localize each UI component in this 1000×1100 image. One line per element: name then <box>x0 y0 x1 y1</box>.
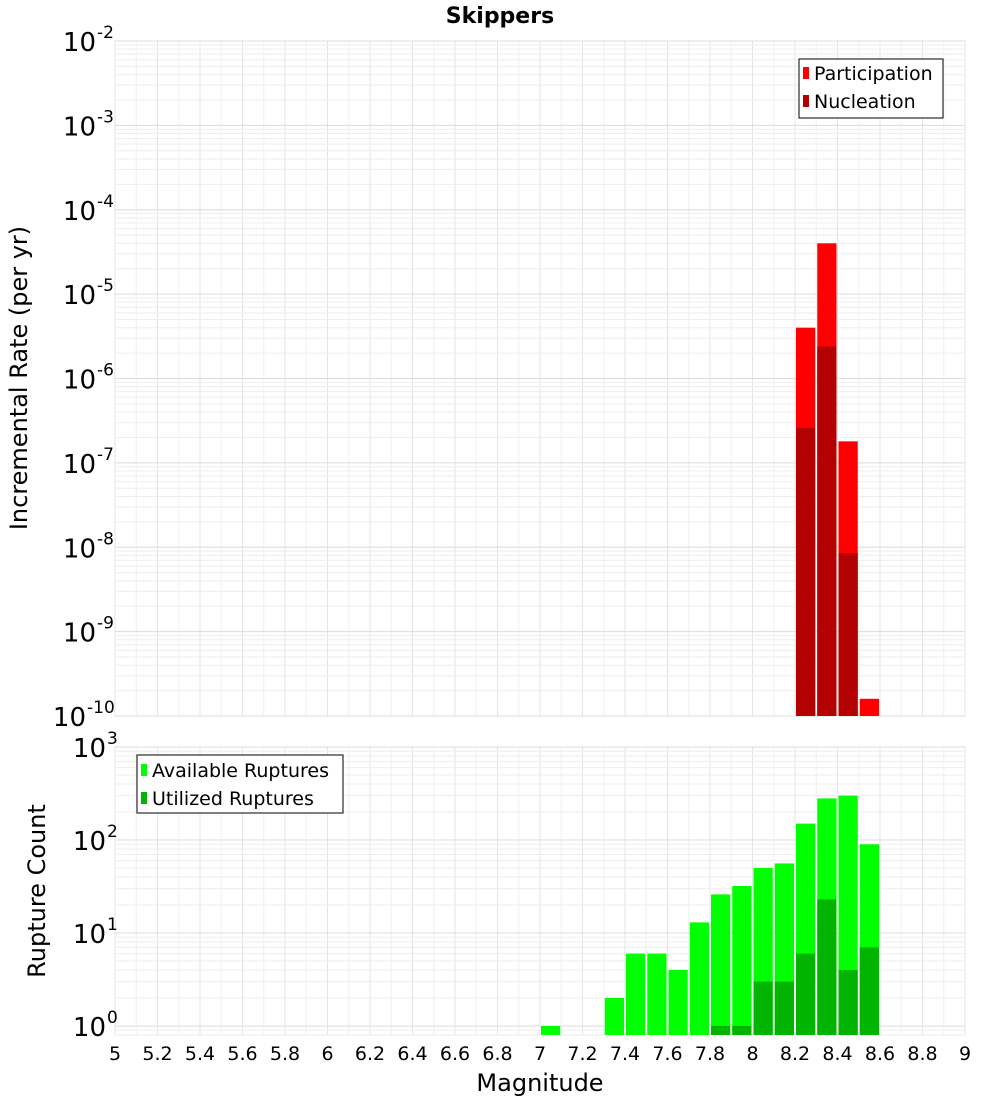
x-axis-label: Magnitude <box>476 1069 603 1097</box>
count-ytick-base: 10 <box>73 920 106 950</box>
rate-legend-label: Nucleation <box>814 91 916 113</box>
count-legend-label: Utilized Ruptures <box>152 788 314 810</box>
count-legend: Available Ruptures Utilized Ruptures <box>136 754 344 814</box>
count-bar-available-ruptures <box>711 894 731 1035</box>
count-ytick-base: 10 <box>73 1013 106 1043</box>
rate-ytick-base: 10 <box>63 366 96 396</box>
rate-ytick-base: 10 <box>63 450 96 480</box>
x-tick-label: 5.4 <box>185 1043 215 1065</box>
rate-ytick-exponent: -10 <box>87 698 115 718</box>
count-bar-available-ruptures <box>732 886 752 1035</box>
rate-ytick-label: 10 -8 <box>63 529 114 564</box>
rate-panel: 10-210-310-410-510-610-710-810-910-10 In… <box>5 23 966 733</box>
x-tick-label: 6 <box>321 1043 333 1065</box>
rate-ytick-label: 10 -9 <box>63 614 114 649</box>
rate-ytick-exponent: -5 <box>97 276 114 296</box>
rate-ytick-label: 10 -10 <box>53 698 115 733</box>
chart-title: Skippers <box>446 4 554 29</box>
rate-ytick-label: 10 -5 <box>63 276 114 311</box>
count-legend-label: Available Ruptures <box>152 760 329 782</box>
x-tick-label: 5.2 <box>142 1043 172 1065</box>
count-ytick-exponent: 0 <box>107 1008 118 1028</box>
count-ytick-exponent: 3 <box>107 729 118 749</box>
x-tick-label: 6.6 <box>440 1043 470 1065</box>
count-bar-utilized-ruptures <box>817 899 837 1035</box>
rate-ytick-exponent: -2 <box>97 23 114 43</box>
count-ytick-exponent: 2 <box>107 822 118 842</box>
rate-ytick-base: 10 <box>63 112 96 142</box>
rate-ytick-label: 10 -2 <box>63 23 114 58</box>
x-tick-label: 7.4 <box>610 1043 640 1065</box>
count-ytick-label: 10 2 <box>73 822 118 857</box>
rate-ytick-label: 10 -6 <box>63 361 114 396</box>
count-ytick-base: 10 <box>73 734 106 764</box>
x-tick-label: 6.2 <box>355 1043 385 1065</box>
count-y-axis-label: Rupture Count <box>23 804 51 978</box>
x-tick-label: 7.8 <box>695 1043 725 1065</box>
count-bar-available-ruptures <box>668 969 688 1035</box>
rate-y-axis-label: Incremental Rate (per yr) <box>5 226 33 530</box>
rate-bar-nucleation <box>838 553 858 716</box>
count-ytick-exponent: 1 <box>107 915 118 935</box>
rate-ytick-exponent: -4 <box>97 192 114 212</box>
count-bar-utilized-ruptures <box>753 981 773 1035</box>
rate-ytick-base: 10 <box>63 619 96 649</box>
rate-ytick-exponent: -3 <box>97 107 114 127</box>
rate-legend-label: Participation <box>814 63 933 85</box>
rate-legend-swatch <box>803 67 809 79</box>
x-tick-label: 8.6 <box>865 1043 895 1065</box>
count-legend-swatch <box>141 792 147 804</box>
count-legend-swatch <box>141 764 147 776</box>
x-tick-label: 8.8 <box>907 1043 937 1065</box>
count-bar-utilized-ruptures <box>732 1025 752 1035</box>
rate-bar-nucleation <box>796 427 816 716</box>
count-bar-utilized-ruptures <box>796 953 816 1035</box>
rate-ytick-exponent: -7 <box>97 445 114 465</box>
rate-ytick-base: 10 <box>63 197 96 227</box>
count-bar-utilized-ruptures <box>774 981 794 1035</box>
rate-ytick-exponent: -6 <box>97 361 114 381</box>
count-ytick-label: 10 0 <box>73 1008 118 1043</box>
count-bar-utilized-ruptures <box>838 969 858 1035</box>
count-ytick-label: 10 3 <box>73 729 118 764</box>
x-tick-label: 7.6 <box>652 1043 682 1065</box>
x-tick-label: 8.2 <box>780 1043 810 1065</box>
count-ytick-label: 10 1 <box>73 915 118 950</box>
count-bar-utilized-ruptures <box>711 1025 731 1035</box>
rate-legend-swatch <box>803 95 809 107</box>
rate-ytick-label: 10 -3 <box>63 107 114 142</box>
rate-ytick-base: 10 <box>63 534 96 564</box>
rate-ytick-base: 10 <box>63 281 96 311</box>
count-bar-available-ruptures <box>689 922 709 1035</box>
rate-ytick-exponent: -9 <box>97 614 114 634</box>
x-tick-label: 9 <box>959 1043 971 1065</box>
rate-ytick-label: 10 -7 <box>63 445 114 480</box>
rate-bar-participation <box>859 698 879 716</box>
rate-ytick-label: 10 -4 <box>63 192 114 227</box>
count-bar-available-ruptures <box>604 997 624 1035</box>
x-tick-label: 5.8 <box>270 1043 300 1065</box>
rate-legend: Participation Nucleation <box>798 58 944 119</box>
count-bar-utilized-ruptures <box>859 947 879 1035</box>
count-bar-available-ruptures <box>541 1025 561 1035</box>
x-tick-label: 8.4 <box>822 1043 852 1065</box>
x-tick-label: 5 <box>109 1043 121 1065</box>
x-tick-label: 7.2 <box>567 1043 597 1065</box>
x-tick-label: 6.8 <box>482 1043 512 1065</box>
x-tick-label: 7 <box>534 1043 546 1065</box>
rate-ytick-exponent: -8 <box>97 529 114 549</box>
count-bar-available-ruptures <box>647 953 667 1035</box>
count-ytick-base: 10 <box>73 827 106 857</box>
rate-ytick-base: 10 <box>63 28 96 58</box>
count-bar-available-ruptures <box>626 953 646 1035</box>
x-tick-label: 8 <box>746 1043 758 1065</box>
rate-ytick-base: 10 <box>53 703 86 733</box>
x-tick-label: 5.6 <box>227 1043 257 1065</box>
x-tick-label: 6.4 <box>397 1043 427 1065</box>
rate-bar-nucleation <box>817 346 837 716</box>
